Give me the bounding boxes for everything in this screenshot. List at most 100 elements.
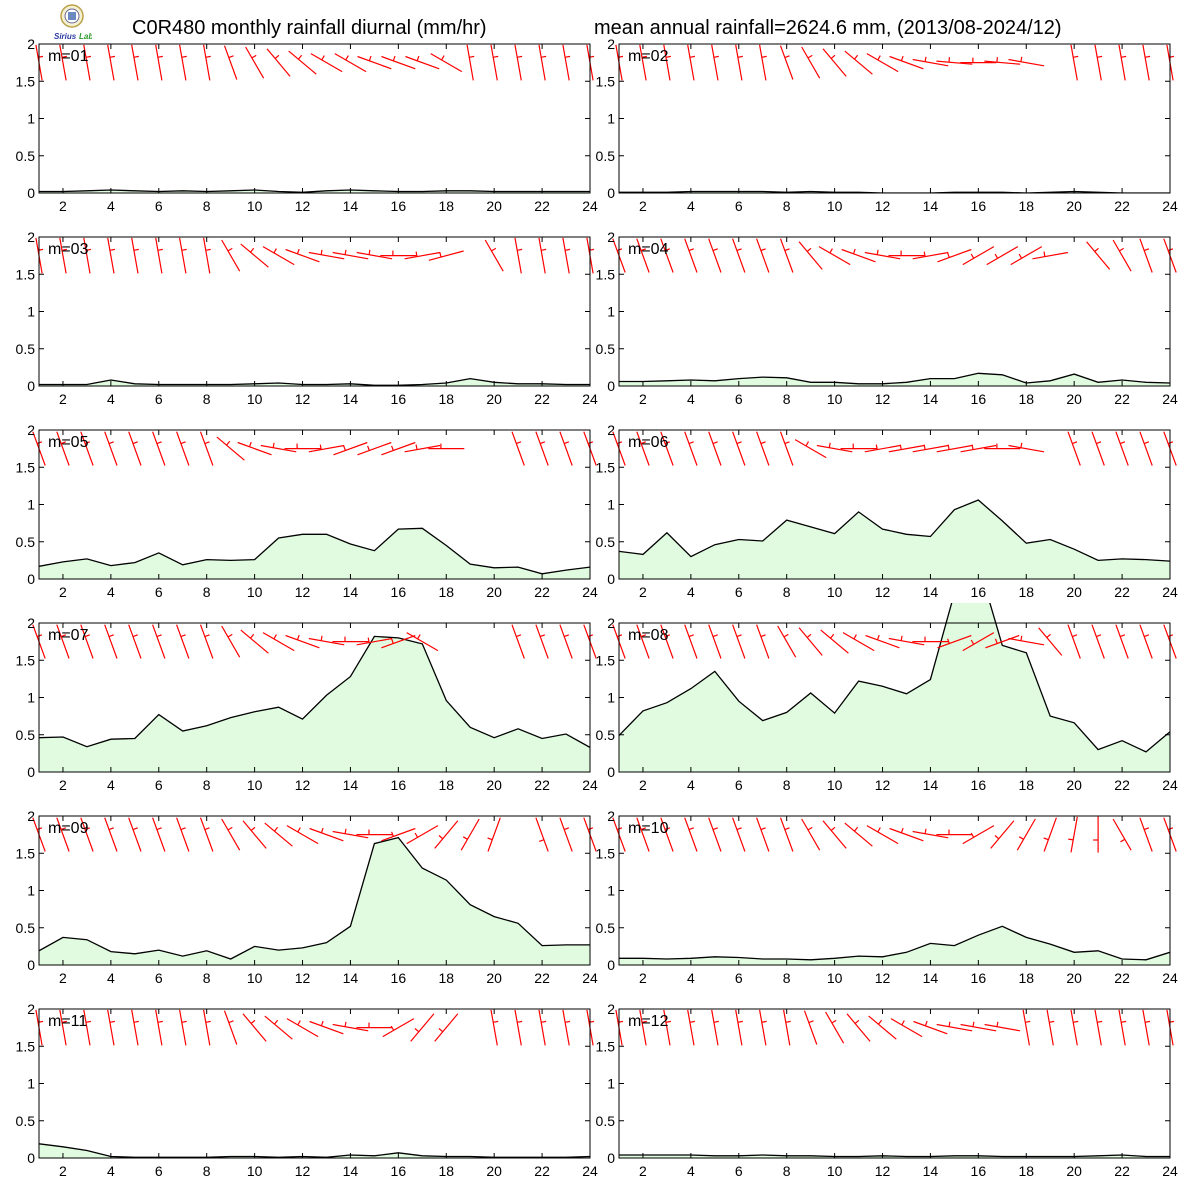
y-tick-label: 0: [607, 571, 615, 587]
panel-2: 00.511.522 4 6 8 10 12 14 16 18 20 22 24m=02: [596, 36, 1178, 214]
y-tick-label: 1.5: [596, 266, 616, 282]
wind-barb: [868, 1015, 897, 1040]
wind-barb: [1008, 442, 1045, 453]
x-tick-label: 6: [155, 584, 163, 600]
wind-barb: [937, 634, 972, 649]
x-tick-label: 6: [735, 1163, 743, 1179]
wind-barb: [155, 1009, 163, 1046]
y-tick-label: 0: [27, 185, 35, 201]
wind-barb: [912, 56, 949, 67]
wind-barb: [912, 444, 949, 453]
panel-9: 00.511.522 4 6 8 10 12 14 16 18 20 22 24m=09: [16, 808, 598, 986]
x-tick-label: 2: [59, 1163, 67, 1179]
wind-barb: [1139, 238, 1153, 273]
x-tick-label: 20: [1066, 970, 1082, 986]
x-tick-label: 18: [438, 391, 454, 407]
x-tick-label: 18: [1018, 777, 1034, 793]
rainfall-line: [619, 1154, 1170, 1158]
wind-barb: [756, 431, 770, 466]
plot-frame: [618, 815, 1171, 966]
wind-barb: [660, 431, 674, 466]
panel-11: 00.511.522 4 6 8 10 12 14 16 18 20 22 24m=11: [16, 1001, 598, 1179]
wind-barb: [798, 627, 823, 656]
y-tick-label: 0: [607, 1150, 615, 1166]
header: Sirius Lab C0R480 monthly rainfall diurn…: [0, 0, 1200, 44]
wind-barb: [687, 1009, 696, 1046]
wind-barb: [333, 441, 368, 456]
x-tick-label: 24: [582, 198, 598, 214]
x-tick-label: 16: [971, 391, 987, 407]
wind-barb: [684, 624, 698, 659]
x-tick-label: 20: [486, 777, 502, 793]
wind-barb: [1046, 1009, 1055, 1046]
x-tick-label: 8: [203, 777, 211, 793]
rainfall-line: [619, 372, 1170, 385]
x-tick-label: 22: [534, 1163, 550, 1179]
wind-barb: [176, 624, 190, 659]
wind-barb: [779, 431, 794, 466]
x-tick-label: 4: [687, 1163, 695, 1179]
wind-barb: [687, 44, 696, 81]
wind-barb: [639, 44, 648, 81]
rainfall-line: [619, 499, 1170, 562]
wind-barb: [866, 53, 899, 73]
wind-barb: [1067, 431, 1081, 466]
x-tick-label: 12: [295, 970, 311, 986]
wind-barb: [221, 239, 241, 272]
wind-barb: [203, 237, 211, 274]
wind-barb: [223, 1010, 238, 1045]
x-tick-label: 4: [687, 584, 695, 600]
y-tick-label: 1: [607, 690, 615, 706]
area-fill: [619, 603, 1170, 772]
x-tick-label: 14: [343, 970, 359, 986]
y-tick-label: 2: [607, 1001, 615, 1017]
wind-barb: [684, 431, 698, 466]
wind-barb: [1067, 624, 1081, 659]
wind-barb: [1093, 816, 1099, 853]
y-tick-label: 2: [27, 422, 35, 438]
x-tick-label: 24: [582, 970, 598, 986]
wind-barb: [490, 1009, 499, 1046]
x-tick-label: 10: [247, 777, 263, 793]
wind-barb: [285, 248, 320, 263]
wind-barb: [406, 632, 439, 652]
wind-barb: [1091, 624, 1105, 659]
rainfall-line: [619, 925, 1170, 961]
x-tick-label: 6: [155, 1163, 163, 1179]
wind-barb: [960, 444, 997, 453]
x-tick-label: 24: [1162, 391, 1178, 407]
x-tick-label: 14: [343, 391, 359, 407]
wind-barb: [242, 1013, 267, 1042]
x-tick-label: 10: [827, 391, 843, 407]
x-tick-label: 8: [203, 584, 211, 600]
wind-barb: [888, 444, 925, 453]
y-tick-label: 2: [27, 1001, 35, 1017]
x-tick-label: 2: [59, 198, 67, 214]
x-tick-label: 20: [1066, 1163, 1082, 1179]
wind-barb: [735, 1009, 743, 1046]
x-tick-label: 12: [295, 1163, 311, 1179]
panel-4: 00.511.522 4 6 8 10 12 14 16 18 20 22 24m=04: [596, 229, 1178, 407]
x-tick-label: 18: [1018, 198, 1034, 214]
x-tick-label: 12: [295, 584, 311, 600]
x-tick-label: 8: [783, 1163, 791, 1179]
wind-barb: [381, 827, 416, 842]
panel-3: 00.511.522 4 6 8 10 12 14 16 18 20 22 24m=03: [16, 229, 598, 407]
wind-barb: [80, 624, 94, 659]
panel-label: m=05: [48, 434, 89, 451]
panel-6: 00.511.522 4 6 8 10 12 14 16 18 20 22 24m=06: [596, 422, 1178, 600]
wind-barb: [636, 431, 650, 466]
x-tick-label: 4: [107, 391, 115, 407]
x-tick-label: 16: [971, 198, 987, 214]
x-tick-label: 12: [875, 777, 891, 793]
area-fill: [39, 636, 590, 772]
x-tick-label: 2: [639, 584, 647, 600]
wind-barb: [1094, 1009, 1103, 1046]
y-tick-label: 2: [27, 229, 35, 245]
x-tick-label: 4: [687, 970, 695, 986]
rainfall-line: [619, 603, 1170, 753]
wind-barb: [864, 444, 901, 453]
lab-logo: Sirius Lab: [54, 4, 92, 41]
wind-barb: [846, 1013, 871, 1042]
wind-barb: [223, 45, 238, 80]
